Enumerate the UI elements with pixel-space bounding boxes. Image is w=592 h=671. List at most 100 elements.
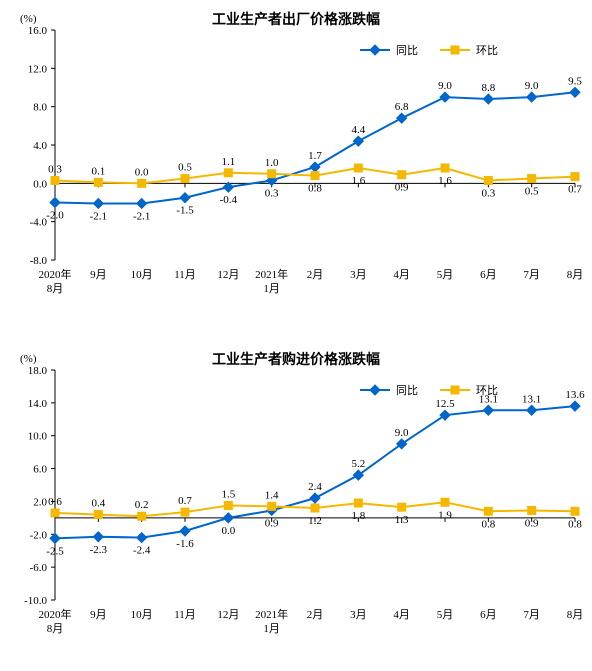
svg-text:-0.4: -0.4 <box>220 194 238 206</box>
svg-text:0.7: 0.7 <box>178 495 192 507</box>
svg-text:-8.0: -8.0 <box>30 255 48 267</box>
svg-text:2月: 2月 <box>307 269 324 281</box>
svg-text:-2.3: -2.3 <box>90 544 108 556</box>
svg-text:6月: 6月 <box>480 609 497 621</box>
svg-text:0.8: 0.8 <box>481 518 495 530</box>
svg-text:同比: 同比 <box>396 384 418 397</box>
svg-text:-1.5: -1.5 <box>176 205 194 217</box>
svg-text:-2.1: -2.1 <box>133 210 150 222</box>
svg-text:1.0: 1.0 <box>265 157 279 169</box>
svg-text:2021年: 2021年 <box>255 607 288 621</box>
svg-text:13.1: 13.1 <box>522 393 541 405</box>
svg-text:-2.0: -2.0 <box>46 210 64 222</box>
svg-text:9.0: 9.0 <box>438 80 452 92</box>
svg-text:0.5: 0.5 <box>525 186 539 198</box>
svg-text:-2.4: -2.4 <box>133 545 151 557</box>
chart2-svg: (%)工业生产者购进价格涨跌幅-10.0-6.0-2.02.06.010.014… <box>0 340 592 640</box>
svg-text:-2.5: -2.5 <box>46 545 64 557</box>
svg-text:3月: 3月 <box>350 609 367 621</box>
svg-text:2020年: 2020年 <box>39 607 72 621</box>
svg-text:8.8: 8.8 <box>481 82 495 94</box>
svg-text:0.5: 0.5 <box>178 162 192 174</box>
svg-text:-2.1: -2.1 <box>90 210 107 222</box>
svg-text:5.2: 5.2 <box>351 458 365 470</box>
svg-text:0.9: 0.9 <box>395 182 409 194</box>
svg-text:1.7: 1.7 <box>308 150 322 162</box>
svg-text:0.2: 0.2 <box>135 499 149 511</box>
svg-text:同比: 同比 <box>396 44 418 57</box>
svg-text:11月: 11月 <box>174 609 196 621</box>
svg-text:4.0: 4.0 <box>33 140 47 152</box>
svg-text:1.6: 1.6 <box>438 175 452 187</box>
svg-text:1.5: 1.5 <box>221 489 235 501</box>
svg-text:-10.0: -10.0 <box>24 595 47 607</box>
svg-text:9月: 9月 <box>90 609 107 621</box>
svg-text:1月: 1月 <box>263 623 280 635</box>
svg-text:9.5: 9.5 <box>568 75 582 87</box>
svg-text:2021年: 2021年 <box>255 267 288 281</box>
svg-text:8月: 8月 <box>47 623 64 635</box>
svg-text:0.0: 0.0 <box>135 166 149 178</box>
svg-text:6月: 6月 <box>480 269 497 281</box>
svg-text:12月: 12月 <box>217 269 239 281</box>
svg-text:10月: 10月 <box>131 609 153 621</box>
chart1-svg: (%)工业生产者出厂价格涨跌幅-8.0-4.00.04.08.012.016.0… <box>0 0 592 300</box>
svg-text:7月: 7月 <box>523 269 540 281</box>
svg-text:1月: 1月 <box>263 283 280 295</box>
svg-text:0.6: 0.6 <box>48 496 62 508</box>
svg-text:0.9: 0.9 <box>265 517 279 529</box>
svg-text:0.1: 0.1 <box>91 165 105 177</box>
svg-text:0.8: 0.8 <box>308 183 322 195</box>
ppi-output-chart: (%)工业生产者出厂价格涨跌幅-8.0-4.00.04.08.012.016.0… <box>0 0 592 300</box>
svg-text:8月: 8月 <box>567 269 584 281</box>
svg-text:1.4: 1.4 <box>265 489 279 501</box>
svg-text:(%): (%) <box>20 353 37 365</box>
svg-text:1.8: 1.8 <box>351 510 365 522</box>
svg-text:环比: 环比 <box>476 44 498 57</box>
ppi-input-chart: (%)工业生产者购进价格涨跌幅-10.0-6.0-2.02.06.010.014… <box>0 340 592 640</box>
svg-text:10月: 10月 <box>131 269 153 281</box>
svg-text:8.0: 8.0 <box>33 102 47 114</box>
svg-text:5月: 5月 <box>437 609 454 621</box>
svg-text:-6.0: -6.0 <box>30 562 48 574</box>
svg-text:5月: 5月 <box>437 269 454 281</box>
svg-text:0.7: 0.7 <box>568 184 582 196</box>
svg-text:10.0: 10.0 <box>28 431 48 443</box>
svg-text:2.4: 2.4 <box>308 481 322 493</box>
svg-text:4月: 4月 <box>393 609 410 621</box>
svg-text:1.1: 1.1 <box>221 156 235 168</box>
svg-text:0.8: 0.8 <box>568 518 582 530</box>
svg-text:0.9: 0.9 <box>525 517 539 529</box>
svg-text:0.3: 0.3 <box>481 187 495 199</box>
svg-text:13.1: 13.1 <box>479 393 498 405</box>
svg-text:12.0: 12.0 <box>28 63 48 75</box>
svg-text:2020年: 2020年 <box>39 267 72 281</box>
svg-text:1.2: 1.2 <box>308 515 322 527</box>
svg-text:0.0: 0.0 <box>221 525 235 537</box>
svg-text:4月: 4月 <box>393 269 410 281</box>
svg-text:-4.0: -4.0 <box>30 217 48 229</box>
svg-text:14.0: 14.0 <box>28 398 48 410</box>
svg-text:9.0: 9.0 <box>525 80 539 92</box>
svg-text:-1.6: -1.6 <box>176 538 194 550</box>
svg-text:1.6: 1.6 <box>351 175 365 187</box>
svg-text:6.0: 6.0 <box>33 464 47 476</box>
svg-text:9月: 9月 <box>90 269 107 281</box>
svg-text:0.3: 0.3 <box>48 163 62 175</box>
svg-text:-2.0: -2.0 <box>30 529 48 541</box>
svg-text:8月: 8月 <box>47 283 64 295</box>
svg-text:13.6: 13.6 <box>565 389 585 401</box>
svg-text:7月: 7月 <box>523 609 540 621</box>
svg-text:0.3: 0.3 <box>265 187 279 199</box>
svg-text:工业生产者出厂价格涨跌幅: 工业生产者出厂价格涨跌幅 <box>212 11 380 28</box>
svg-text:12.5: 12.5 <box>435 398 455 410</box>
svg-text:6.8: 6.8 <box>395 101 409 113</box>
svg-text:1.9: 1.9 <box>438 509 452 521</box>
svg-text:4.4: 4.4 <box>351 124 365 136</box>
svg-text:8月: 8月 <box>567 609 584 621</box>
svg-text:9.0: 9.0 <box>395 427 409 439</box>
svg-text:(%): (%) <box>20 13 37 25</box>
svg-text:0.4: 0.4 <box>91 498 105 510</box>
svg-text:3月: 3月 <box>350 269 367 281</box>
svg-text:18.0: 18.0 <box>28 365 48 377</box>
